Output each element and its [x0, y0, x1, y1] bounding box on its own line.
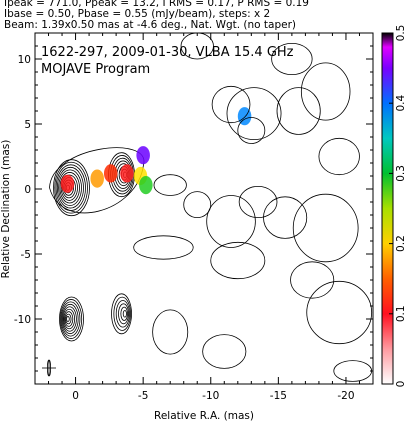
jet-contour [180, 33, 214, 60]
jet-contour [306, 280, 373, 345]
jet-contour [206, 195, 256, 248]
polarization-patch [90, 169, 104, 188]
polarization-patch [103, 164, 118, 183]
colorbar [381, 32, 394, 385]
ghost-core-contour [64, 311, 74, 327]
colorbar-tick-label: 0.2 [395, 235, 407, 252]
jet-contour [276, 87, 321, 135]
contour-layer [49, 33, 373, 382]
jet-contour [333, 360, 373, 382]
jet-contour [300, 62, 351, 121]
polarization-patch [237, 107, 252, 126]
ghost-core-contour [65, 313, 72, 325]
polarization-patch [139, 176, 153, 195]
jet-contour [153, 174, 187, 196]
jet-contour [211, 85, 251, 124]
core-contour [59, 172, 80, 204]
y-tick-label: -10 [14, 314, 31, 326]
ghost-core-contour [62, 306, 77, 332]
header-line-3: Beam: 1.39x0.50 mas at -4.6 deg., Nat. W… [4, 19, 297, 31]
core-contour [53, 159, 90, 217]
x-tick-label: -5 [138, 390, 148, 402]
polarization-patch [120, 164, 134, 183]
y-tick-label: 5 [24, 119, 31, 131]
ghost-core-contour [59, 299, 83, 339]
ghost-knot-contour [118, 303, 129, 325]
ghost-knot-contour [115, 300, 130, 328]
x-tick-label: 0 [72, 390, 79, 402]
core-contour [54, 161, 88, 214]
program-label: MOJAVE Program [41, 62, 150, 77]
jet-contour [290, 261, 335, 299]
beam-marker [42, 359, 56, 377]
x-axis-title: Relative R.A. (mas) [154, 410, 254, 422]
jet-contour [152, 309, 189, 355]
jet-contour [202, 334, 247, 369]
header-line-1: Ipeak = 771.0, Ppeak = 13.2, I RMS = 0.1… [4, 0, 309, 9]
plot-frame [34, 32, 374, 385]
x-tick-label: -20 [337, 390, 354, 402]
jet-contour [237, 117, 266, 144]
colorbar-tick-label: 0.5 [395, 25, 407, 42]
y-tick-label: 0 [24, 184, 31, 196]
jet-contour [292, 193, 359, 263]
ghost-knot-contour [111, 293, 132, 335]
jet-contour [271, 43, 313, 76]
core-contour [60, 174, 78, 201]
y-tick-label: 10 [18, 54, 31, 66]
envelope-contour [49, 147, 145, 214]
x-tick-label: -10 [202, 390, 219, 402]
y-tick-label: -5 [21, 249, 31, 261]
core-contour [56, 166, 84, 209]
jet-contour [318, 137, 360, 176]
jet-contour [263, 196, 308, 239]
core-contour [58, 169, 82, 206]
ghost-knot-contour [122, 310, 127, 318]
header-line-2: Ibase = 0.50, Pbase = 0.55 (mJy/beam), s… [4, 8, 271, 20]
axis-ticks: 0 -5 -10 -15 -20 10 5 0 -5 -10 [14, 32, 374, 402]
jet-contour [210, 241, 266, 280]
colorbar-tick-label: 0.3 [395, 165, 407, 182]
polarization-patch [136, 146, 150, 165]
ghost-core-contour [60, 301, 81, 337]
colorbar-tick-label: 0.4 [395, 95, 407, 112]
polarization-patch [60, 174, 75, 193]
colorbar-ticks: 0 0.1 0.2 0.3 0.4 0.5 [389, 25, 407, 388]
colorbar-tick-label: 0 [395, 381, 407, 388]
x-tick-label: -15 [270, 390, 287, 402]
y-axis-title: Relative Declination (mas) [0, 140, 12, 279]
ghost-core-contour [61, 303, 79, 335]
ghost-core-contour [63, 308, 76, 330]
jet-contour [238, 185, 278, 218]
colorbar-tick-label: 0.1 [395, 305, 407, 322]
ghost-knot-contour [120, 306, 128, 321]
source-label: 1622-297, 2009-01-30, VLBA 15.4 GHz [41, 45, 294, 60]
jet-contour [226, 87, 282, 140]
ghost-core-contour [59, 296, 84, 342]
ghost-knot-contour [113, 296, 131, 331]
ghost-core-contour [66, 316, 70, 322]
jet-contour [183, 191, 212, 219]
jet-contour [133, 235, 194, 260]
